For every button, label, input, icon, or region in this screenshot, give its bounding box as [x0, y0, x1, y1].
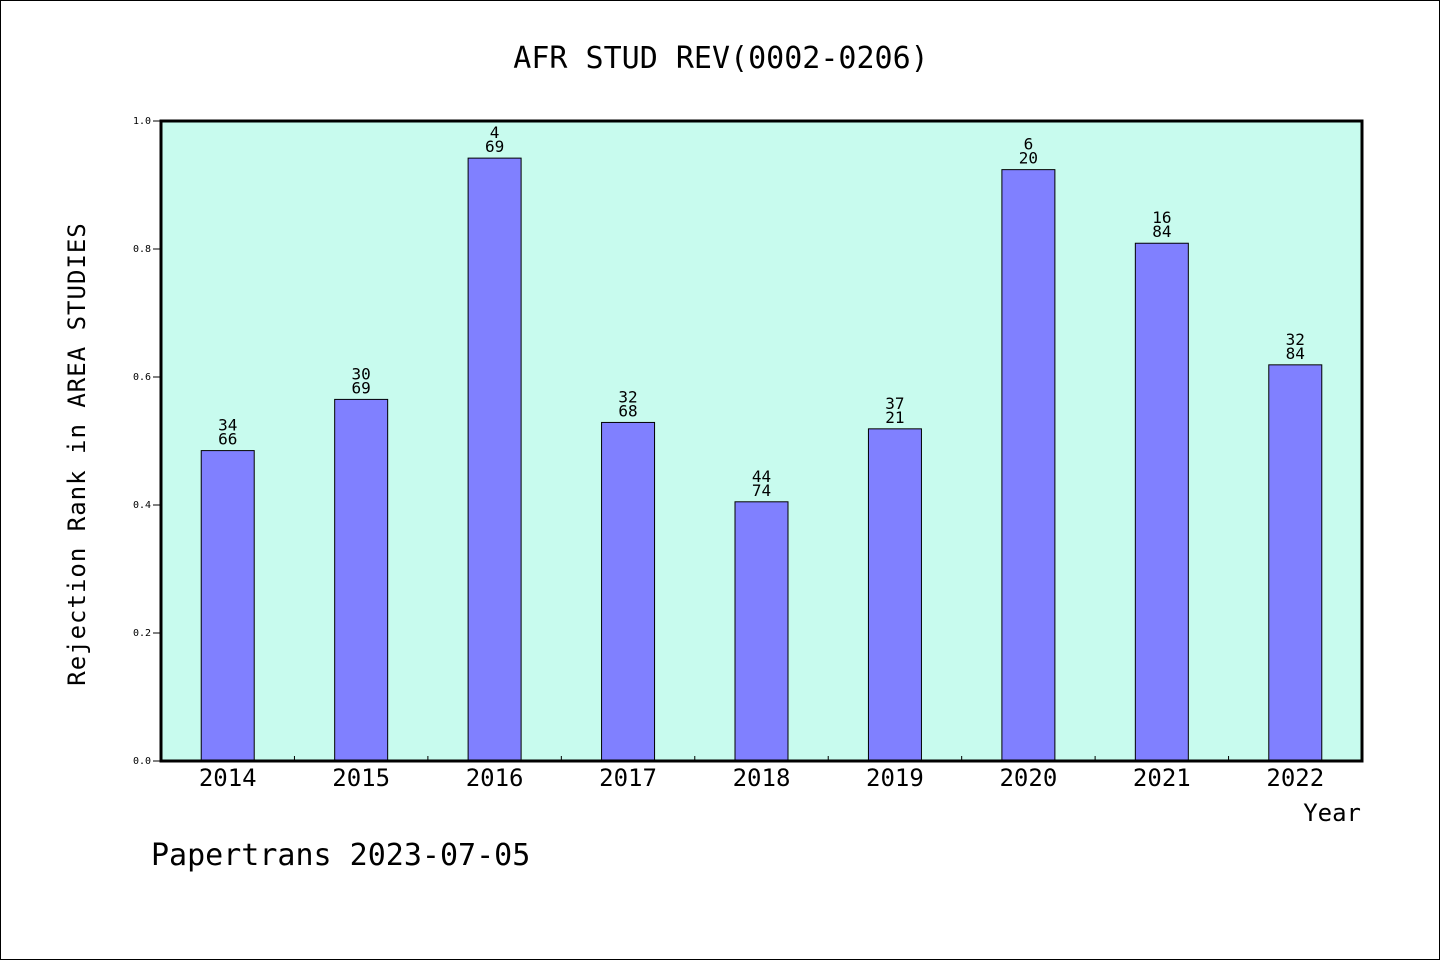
data-label-bottom: 66	[218, 430, 237, 449]
y-tick-label: 0.0	[133, 756, 151, 767]
y-tick-label: 1.0	[133, 116, 151, 127]
x-tick-label: 2016	[466, 764, 524, 792]
bar-2018	[734, 501, 789, 762]
y-tick-label: 0.2	[133, 628, 151, 639]
data-label-bottom: 84	[1152, 222, 1171, 241]
chart-title: AFR STUD REV(0002-0206)	[513, 41, 928, 76]
bar-2016	[467, 157, 522, 762]
x-tick-label: 2018	[733, 764, 791, 792]
y-tick-label: 0.8	[133, 244, 151, 255]
data-label-top: 4	[490, 123, 500, 142]
bar-2017	[601, 421, 656, 762]
x-tick-label: 2019	[866, 764, 924, 792]
y-tick-label: 0.6	[133, 372, 151, 383]
data-label-top: 32	[1286, 330, 1305, 349]
data-label-top: 34	[218, 416, 237, 435]
x-tick-label: 2014	[199, 764, 257, 792]
x-tick-label: 2022	[1266, 764, 1324, 792]
data-label-bottom: 69	[485, 137, 504, 156]
data-label-bottom: 21	[885, 408, 904, 427]
data-label-top: 30	[352, 364, 371, 383]
x-axis: 2014 2015 2016 2017 2018 2019 2020 2021 2022	[199, 756, 1324, 792]
x-tick-label: 2015	[332, 764, 390, 792]
data-label-bottom: 74	[752, 481, 771, 500]
bar-2020	[1001, 169, 1056, 762]
y-axis-label: Rejection Rank in AREA STUDIES	[63, 222, 91, 685]
data-label-bottom: 20	[1019, 149, 1038, 168]
footer-text: Papertrans 2023-07-05	[151, 838, 530, 873]
bar-2019	[867, 428, 922, 762]
data-label-top: 32	[618, 387, 637, 406]
data-label-top: 44	[752, 467, 771, 486]
x-tick-label: 2017	[599, 764, 657, 792]
bar-2015	[334, 398, 389, 762]
y-axis: 0.0 0.2 0.4 0.6 0.8 1.0	[133, 116, 161, 767]
plot-border	[159, 119, 1364, 763]
data-label-top: 16	[1152, 208, 1171, 227]
x-tick-label: 2020	[999, 764, 1057, 792]
bars-group	[200, 157, 1323, 762]
bar-2014	[200, 450, 255, 762]
bar-2022	[1268, 364, 1323, 762]
data-label-top: 6	[1024, 135, 1034, 154]
bar-2021	[1134, 242, 1189, 762]
data-label-bottom: 68	[618, 401, 637, 420]
data-label-top: 37	[885, 394, 904, 413]
y-tick-label: 0.4	[133, 500, 151, 511]
data-label-bottom: 84	[1286, 344, 1305, 363]
x-tick-label: 2021	[1133, 764, 1191, 792]
x-axis-label: Year	[1303, 799, 1361, 827]
data-label-bottom: 69	[352, 378, 371, 397]
